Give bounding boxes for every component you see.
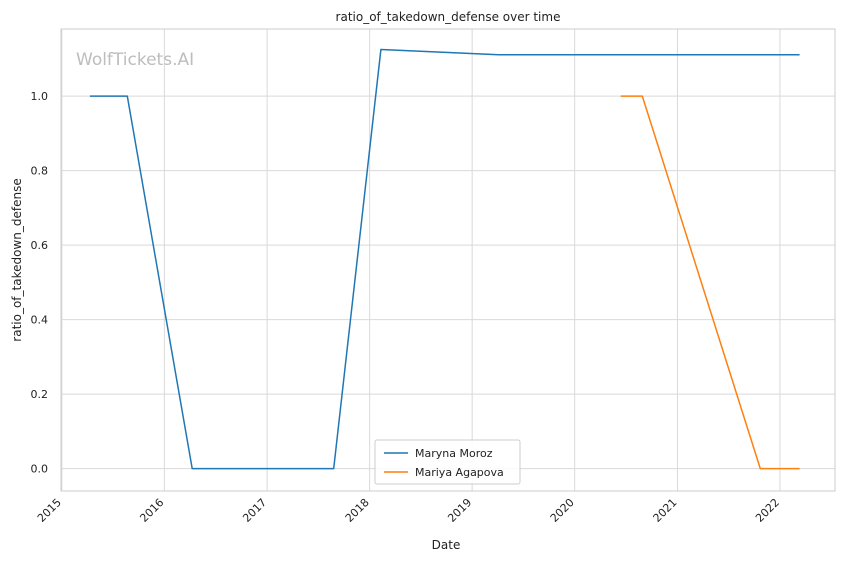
y-tick-label: 0.2 bbox=[31, 388, 49, 401]
x-tick-label: 2018 bbox=[343, 496, 372, 525]
series-line-maryna-moroz bbox=[89, 48, 800, 470]
series-lines bbox=[89, 48, 800, 470]
x-axis-label: Date bbox=[432, 538, 461, 552]
y-tick-label: 0.8 bbox=[31, 165, 49, 178]
x-tick-label: 2016 bbox=[137, 496, 166, 525]
plot-frame bbox=[60, 28, 836, 492]
y-axis-label: ratio_of_takedown_defense bbox=[10, 178, 24, 341]
legend-box bbox=[374, 439, 521, 485]
chart-title: ratio_of_takedown_defense over time bbox=[336, 10, 561, 24]
legend-label-mariya-agapova: Mariya Agapova bbox=[415, 466, 504, 479]
x-tick-label: 2020 bbox=[548, 496, 577, 525]
x-tick-label: 2019 bbox=[445, 496, 474, 525]
x-tick-label: 2021 bbox=[651, 496, 680, 525]
y-tick-label: 1.0 bbox=[31, 90, 49, 103]
watermark: WolfTickets.AI bbox=[76, 50, 194, 70]
x-tick-label: 2017 bbox=[240, 496, 269, 525]
x-tick-label: 2015 bbox=[35, 496, 64, 525]
grid-lines bbox=[61, 29, 835, 491]
x-tick-label: 2022 bbox=[753, 496, 782, 525]
y-tick-label: 0.0 bbox=[31, 463, 49, 476]
series-line-mariya-agapova bbox=[620, 95, 800, 470]
legend: Maryna Moroz Mariya Agapova bbox=[374, 439, 521, 485]
y-tick-label: 0.4 bbox=[31, 314, 49, 327]
y-tick-label: 0.6 bbox=[31, 239, 49, 252]
legend-label-maryna-moroz: Maryna Moroz bbox=[415, 447, 493, 460]
